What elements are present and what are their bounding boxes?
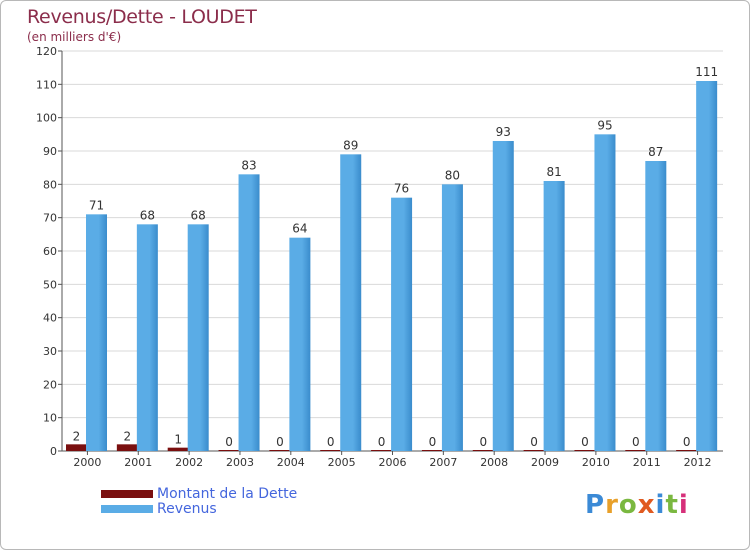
- logo-letter: r: [605, 490, 619, 520]
- y-tick-label: 30: [43, 345, 57, 358]
- debt-value-label: 0: [429, 435, 437, 449]
- revenue-value-label: 111: [695, 65, 718, 79]
- y-tick-label: 60: [43, 245, 57, 258]
- legend-swatch-revenue: [101, 505, 153, 513]
- debt-value-label: 0: [581, 435, 589, 449]
- logo-letter: t: [665, 490, 679, 520]
- debt-value-label: 0: [683, 435, 691, 449]
- x-tick-label: 2001: [124, 456, 152, 469]
- revenue-bar: [86, 214, 107, 451]
- debt-value-label: 0: [632, 435, 640, 449]
- debt-value-label: 0: [276, 435, 284, 449]
- revenue-value-label: 83: [241, 158, 256, 172]
- revenue-value-label: 68: [140, 208, 155, 222]
- debt-value-label: 0: [378, 435, 386, 449]
- x-tick-label: 2010: [582, 456, 610, 469]
- revenue-bar: [543, 181, 565, 451]
- revenue-bar: [238, 174, 260, 452]
- legend-swatch-debt: [101, 490, 153, 498]
- debt-value-label: 2: [124, 429, 132, 443]
- logo-letter: x: [637, 490, 656, 520]
- debt-bar: [625, 450, 647, 451]
- debt-bar: [523, 450, 545, 451]
- revenue-bar: [187, 224, 209, 451]
- y-tick-label: 100: [36, 112, 57, 125]
- revenue-bar: [391, 197, 413, 451]
- y-tick-label: 40: [43, 312, 57, 325]
- revenue-value-label: 95: [597, 118, 612, 132]
- x-tick-label: 2004: [277, 456, 305, 469]
- x-tick-label: 2009: [531, 456, 559, 469]
- debt-bar: [421, 450, 443, 451]
- x-tick-label: 2003: [226, 456, 254, 469]
- logo-letter: o: [618, 490, 638, 520]
- revenue-value-label: 68: [191, 208, 206, 222]
- debt-value-label: 0: [327, 435, 335, 449]
- debt-bar: [371, 450, 393, 451]
- revenue-bar: [492, 141, 514, 451]
- revenue-value-label: 76: [394, 182, 409, 196]
- revenue-bar: [340, 154, 362, 452]
- revenue-value-label: 81: [546, 165, 561, 179]
- x-tick-label: 2006: [379, 456, 407, 469]
- x-tick-label: 2005: [328, 456, 356, 469]
- revenue-bar: [594, 134, 616, 452]
- y-tick-label: 120: [36, 45, 57, 58]
- debt-bar: [676, 450, 698, 451]
- debt-value-label: 1: [174, 433, 182, 447]
- chart-title: Revenus/Dette - LOUDET: [27, 6, 257, 28]
- debt-bar: [66, 444, 87, 451]
- logo-letter: i: [678, 490, 689, 520]
- revenue-value-label: 64: [292, 222, 307, 236]
- y-tick-label: 50: [43, 278, 57, 291]
- legend-label-debt: Montant de la Dette: [157, 486, 298, 502]
- debt-value-label: 2: [73, 429, 81, 443]
- debt-value-label: 0: [530, 435, 538, 449]
- revenue-bar: [645, 161, 667, 451]
- debt-value-label: 0: [479, 435, 487, 449]
- y-tick-label: 0: [50, 445, 57, 458]
- revenue-value-label: 87: [648, 145, 663, 159]
- revenue-value-label: 80: [445, 168, 460, 182]
- debt-bar: [269, 450, 291, 451]
- y-tick-label: 20: [43, 378, 57, 391]
- y-tick-label: 80: [43, 178, 57, 191]
- x-tick-label: 2012: [684, 456, 712, 469]
- debt-bar: [574, 450, 596, 451]
- y-tick-label: 90: [43, 145, 57, 158]
- revenue-value-label: 71: [89, 198, 104, 212]
- x-tick-label: 2011: [633, 456, 661, 469]
- revenue-value-label: 93: [496, 125, 511, 139]
- x-tick-label: 2000: [73, 456, 101, 469]
- chart-subtitle: (en milliers d'€): [27, 30, 122, 44]
- x-tick-label: 2008: [480, 456, 508, 469]
- logo-letter: i: [655, 490, 666, 520]
- legend-label-revenue: Revenus: [157, 501, 217, 517]
- revenue-bar: [441, 184, 463, 452]
- logo-letter: P: [585, 490, 606, 520]
- debt-bar: [116, 444, 138, 451]
- debt-bar: [472, 450, 494, 451]
- proxiti-logo: Proxiti: [585, 490, 689, 520]
- x-tick-label: 2002: [175, 456, 203, 469]
- x-tick-label: 2007: [429, 456, 457, 469]
- debt-bar: [167, 447, 189, 451]
- revenue-bar: [289, 237, 311, 451]
- debt-bar: [218, 450, 240, 451]
- revenue-value-label: 89: [343, 138, 358, 152]
- revenue-bar: [136, 224, 158, 451]
- debt-bar: [320, 450, 342, 451]
- y-tick-label: 10: [43, 412, 57, 425]
- y-tick-label: 70: [43, 212, 57, 225]
- debt-value-label: 0: [225, 435, 233, 449]
- y-tick-label: 110: [36, 78, 57, 91]
- revenue-bar: [696, 81, 718, 451]
